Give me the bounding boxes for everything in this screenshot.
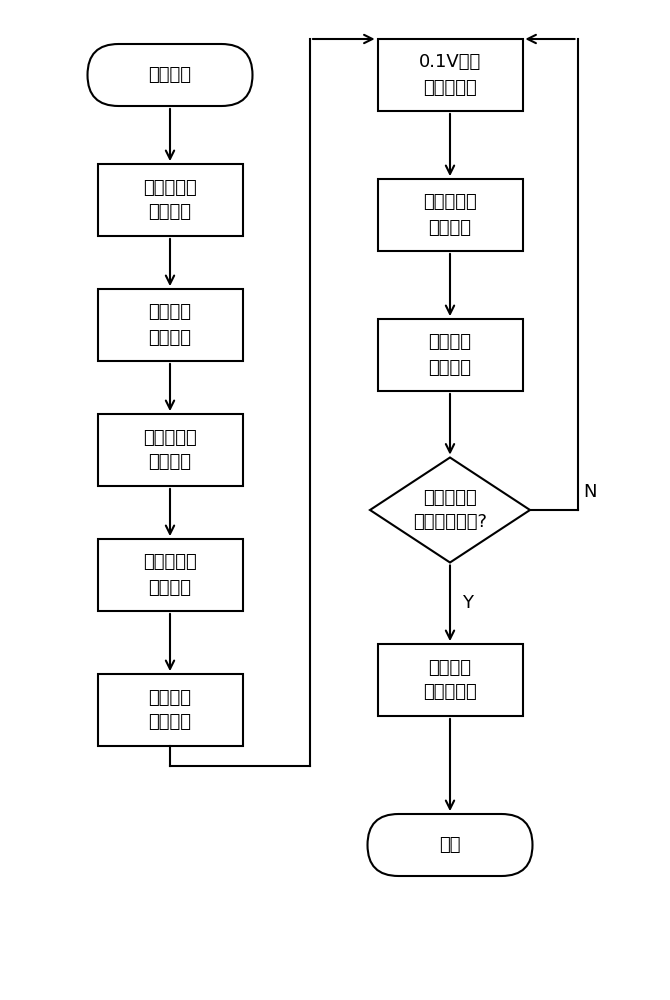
Text: 设置参数: 设置参数 [149, 66, 192, 84]
Bar [377, 319, 523, 391]
Text: 保存数据
绘制曲线: 保存数据 绘制曲线 [429, 334, 472, 376]
Polygon shape [370, 458, 530, 562]
Text: 调节甄别阈
至最小值: 调节甄别阈 至最小值 [143, 428, 197, 472]
Text: 甄别阈稳定
定时计数: 甄别阈稳定 定时计数 [423, 194, 477, 236]
Text: 阈曲线获取
程序启动: 阈曲线获取 程序启动 [143, 178, 197, 222]
Text: 保存数据
绘制曲线: 保存数据 绘制曲线 [149, 688, 192, 732]
Bar [98, 289, 243, 361]
Bar [377, 179, 523, 251]
Bar [377, 39, 523, 111]
Text: 确定拐点
选取甄别阈: 确定拐点 选取甄别阈 [423, 658, 477, 702]
FancyBboxPatch shape [368, 814, 533, 876]
Text: N: N [584, 483, 597, 501]
Bar [377, 644, 523, 716]
FancyBboxPatch shape [88, 44, 253, 106]
Text: 甄别阈提升
至设定上限值?: 甄别阈提升 至设定上限值? [413, 488, 487, 532]
Text: 调节高压
至工作值: 调节高压 至工作值 [149, 304, 192, 347]
Bar [98, 674, 243, 746]
Bar [98, 414, 243, 486]
Bar [98, 539, 243, 611]
Text: 甄别阈稳定
定时计数: 甄别阈稳定 定时计数 [143, 554, 197, 596]
Text: 停止: 停止 [440, 836, 461, 854]
Text: 0.1V间隔
提升甄别阈: 0.1V间隔 提升甄别阈 [419, 53, 481, 97]
Bar [98, 164, 243, 236]
Text: Y: Y [462, 594, 473, 612]
